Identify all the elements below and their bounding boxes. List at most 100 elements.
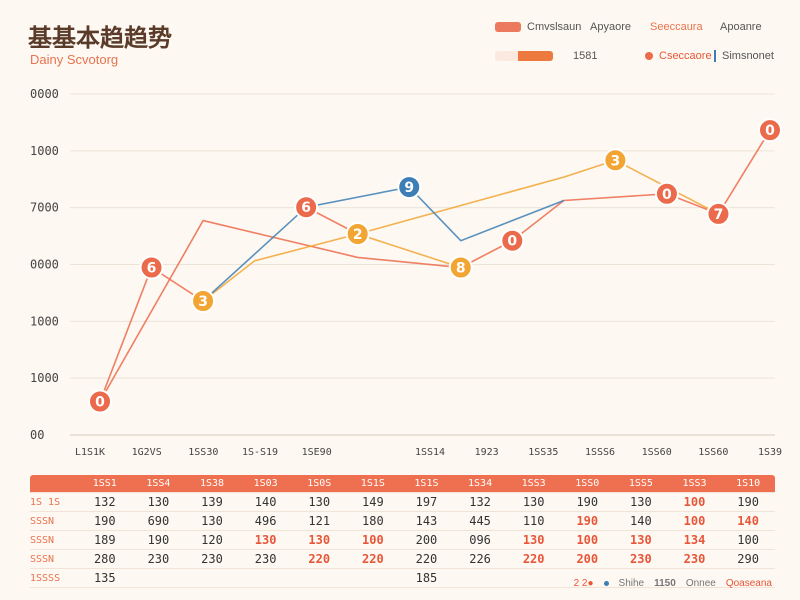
x-tick-label: L1S1K [75,447,105,458]
table-cell: 230 [254,552,277,566]
table-cell: 190 [576,514,599,528]
legend: Cmvslsaun Apyaore Seeccaura Apoanre 1581… [490,18,775,68]
table-header-cell: 1S34 [468,478,493,489]
table-row-label: 1S 1S [30,496,61,508]
y-tick-label: 00 [30,428,44,442]
series-line-2 [202,159,719,302]
data-point-marker [294,195,319,220]
legend-swatch-red [495,22,521,32]
data-point-label: 6 [147,261,157,277]
data-point-label: 9 [404,180,414,196]
legend-item-7: Simsnonet [714,50,774,62]
data-point-marker [345,222,370,246]
table-cell: 149 [362,495,384,509]
data-point-label: 0 [507,234,517,250]
data-point-marker [758,118,782,143]
data-point-marker [654,181,679,206]
legend-label: Seeccaura [650,21,703,33]
table-cell: 140 [630,514,652,528]
x-tick-label: 1SE90 [302,447,332,458]
x-tick-label: 1SSS6 [585,447,615,458]
legend-label: Cseccaore [659,50,712,62]
x-tick-label: 1SS14 [415,447,445,458]
table-cell: 230 [201,552,223,566]
table-header-cell: 1S03 [253,478,278,489]
footer-item: 1150 [654,578,676,589]
table-cell: 130 [630,495,652,509]
y-tick-label: 1000 [30,144,59,158]
data-point-label: 6 [301,200,311,216]
data-point-marker [397,175,422,200]
data-point-label: 7 [714,207,724,223]
table-header-cell: 1SS0 [575,478,600,489]
chart-subtitle: Dainy Scvotorg [30,52,119,67]
x-tick-label: 1G2VS [132,447,162,458]
table-cell: 190 [147,533,170,547]
table-row-label: SSSN [30,515,55,527]
table-cell: 135 [93,571,116,585]
series-line-0 [99,129,771,402]
table-cell: 140 [737,514,759,528]
table-cell: 200 [576,552,599,566]
table-header-cell: 1SS3 [682,478,707,489]
table-cell: 100 [683,514,706,528]
footer-dot [603,581,609,586]
data-table: 1SS1 1SS4 1S38 1S03 1S0S 1S1S 1S1S 1S34 1SS3 1SS0… [30,475,775,588]
table-row: SSSN 189 190 120 130 130 100 200 096 130 100 130 134… [30,531,775,550]
data-point-label: 0 [765,123,775,139]
table-cell: 139 [201,495,223,509]
footer-item: Onnee [685,578,716,589]
table-cell: 190 [93,514,116,528]
table-cell: 096 [469,533,491,547]
data-point-marker [706,201,731,226]
table-cell: 132 [469,495,491,509]
table-cell: 189 [93,533,116,547]
data-point-marker [448,255,473,280]
y-tick-label: 7000 [30,201,59,215]
legend-label: Apoanre [720,21,762,33]
footer-legend: 2 2● Shihe 1150 Onnee Qoaseana [574,578,772,589]
legend-label: Apyaore [590,21,631,33]
table-header-cell: 1S38 [199,478,225,489]
table-header-cell: 1S1S [360,478,385,489]
table-row: 1S 1S 132 130 139 140 130 149 197 132 130 190 130 10… [30,493,775,512]
x-tick-label: 1S-S19 [242,447,278,458]
table-header-row: 1SS1 1SS4 1S38 1S03 1S0S 1S1S 1S1S 1S34 1SS3 1SS0… [30,475,775,493]
table-cell: 180 [362,514,384,528]
table-cell: 290 [737,552,759,566]
table-cell: 690 [147,514,170,528]
table-cell: 130 [308,533,331,547]
data-point-label: 0 [95,395,105,411]
x-tick-label: 1SS60 [698,447,728,458]
table-cell: 130 [308,495,331,509]
footer-item: Qoaseana [725,578,772,589]
y-tick-label: 0000 [30,258,59,272]
series-line-1 [99,266,204,402]
table-cell: 130 [254,533,277,547]
table-cell: 100 [737,533,759,547]
table-cell: 190 [576,495,599,509]
table-cell: 230 [683,552,706,566]
x-tick-label: 1SS60 [642,447,672,458]
table-cell: 230 [147,552,170,566]
legend-label: Simsnonet [722,50,774,62]
table-row-label: SSSN [30,553,55,565]
y-tick-label: 1000 [30,314,59,328]
table-cell: 130 [147,495,170,509]
data-point-label: 0 [662,187,672,203]
table-header-cell: 1SS5 [628,478,653,489]
legend-item-1: Cmvslsaun [495,21,581,33]
table-cell: 130 [201,514,223,528]
table-row: SSSN 280 230 230 230 220 220 220 226 220 200 230 230… [30,550,775,569]
data-point-label: 3 [611,153,621,169]
table-cell: 143 [415,514,438,528]
table-header-cell: 1SS3 [521,478,546,489]
legend-swatch-orange [495,51,553,61]
y-tick-label: 1000 [30,371,59,385]
table-cell: 100 [362,533,384,547]
data-point-marker [603,148,628,173]
table-cell: 100 [683,495,706,509]
table-cell: 185 [415,571,438,585]
data-point-label: 3 [198,294,208,310]
